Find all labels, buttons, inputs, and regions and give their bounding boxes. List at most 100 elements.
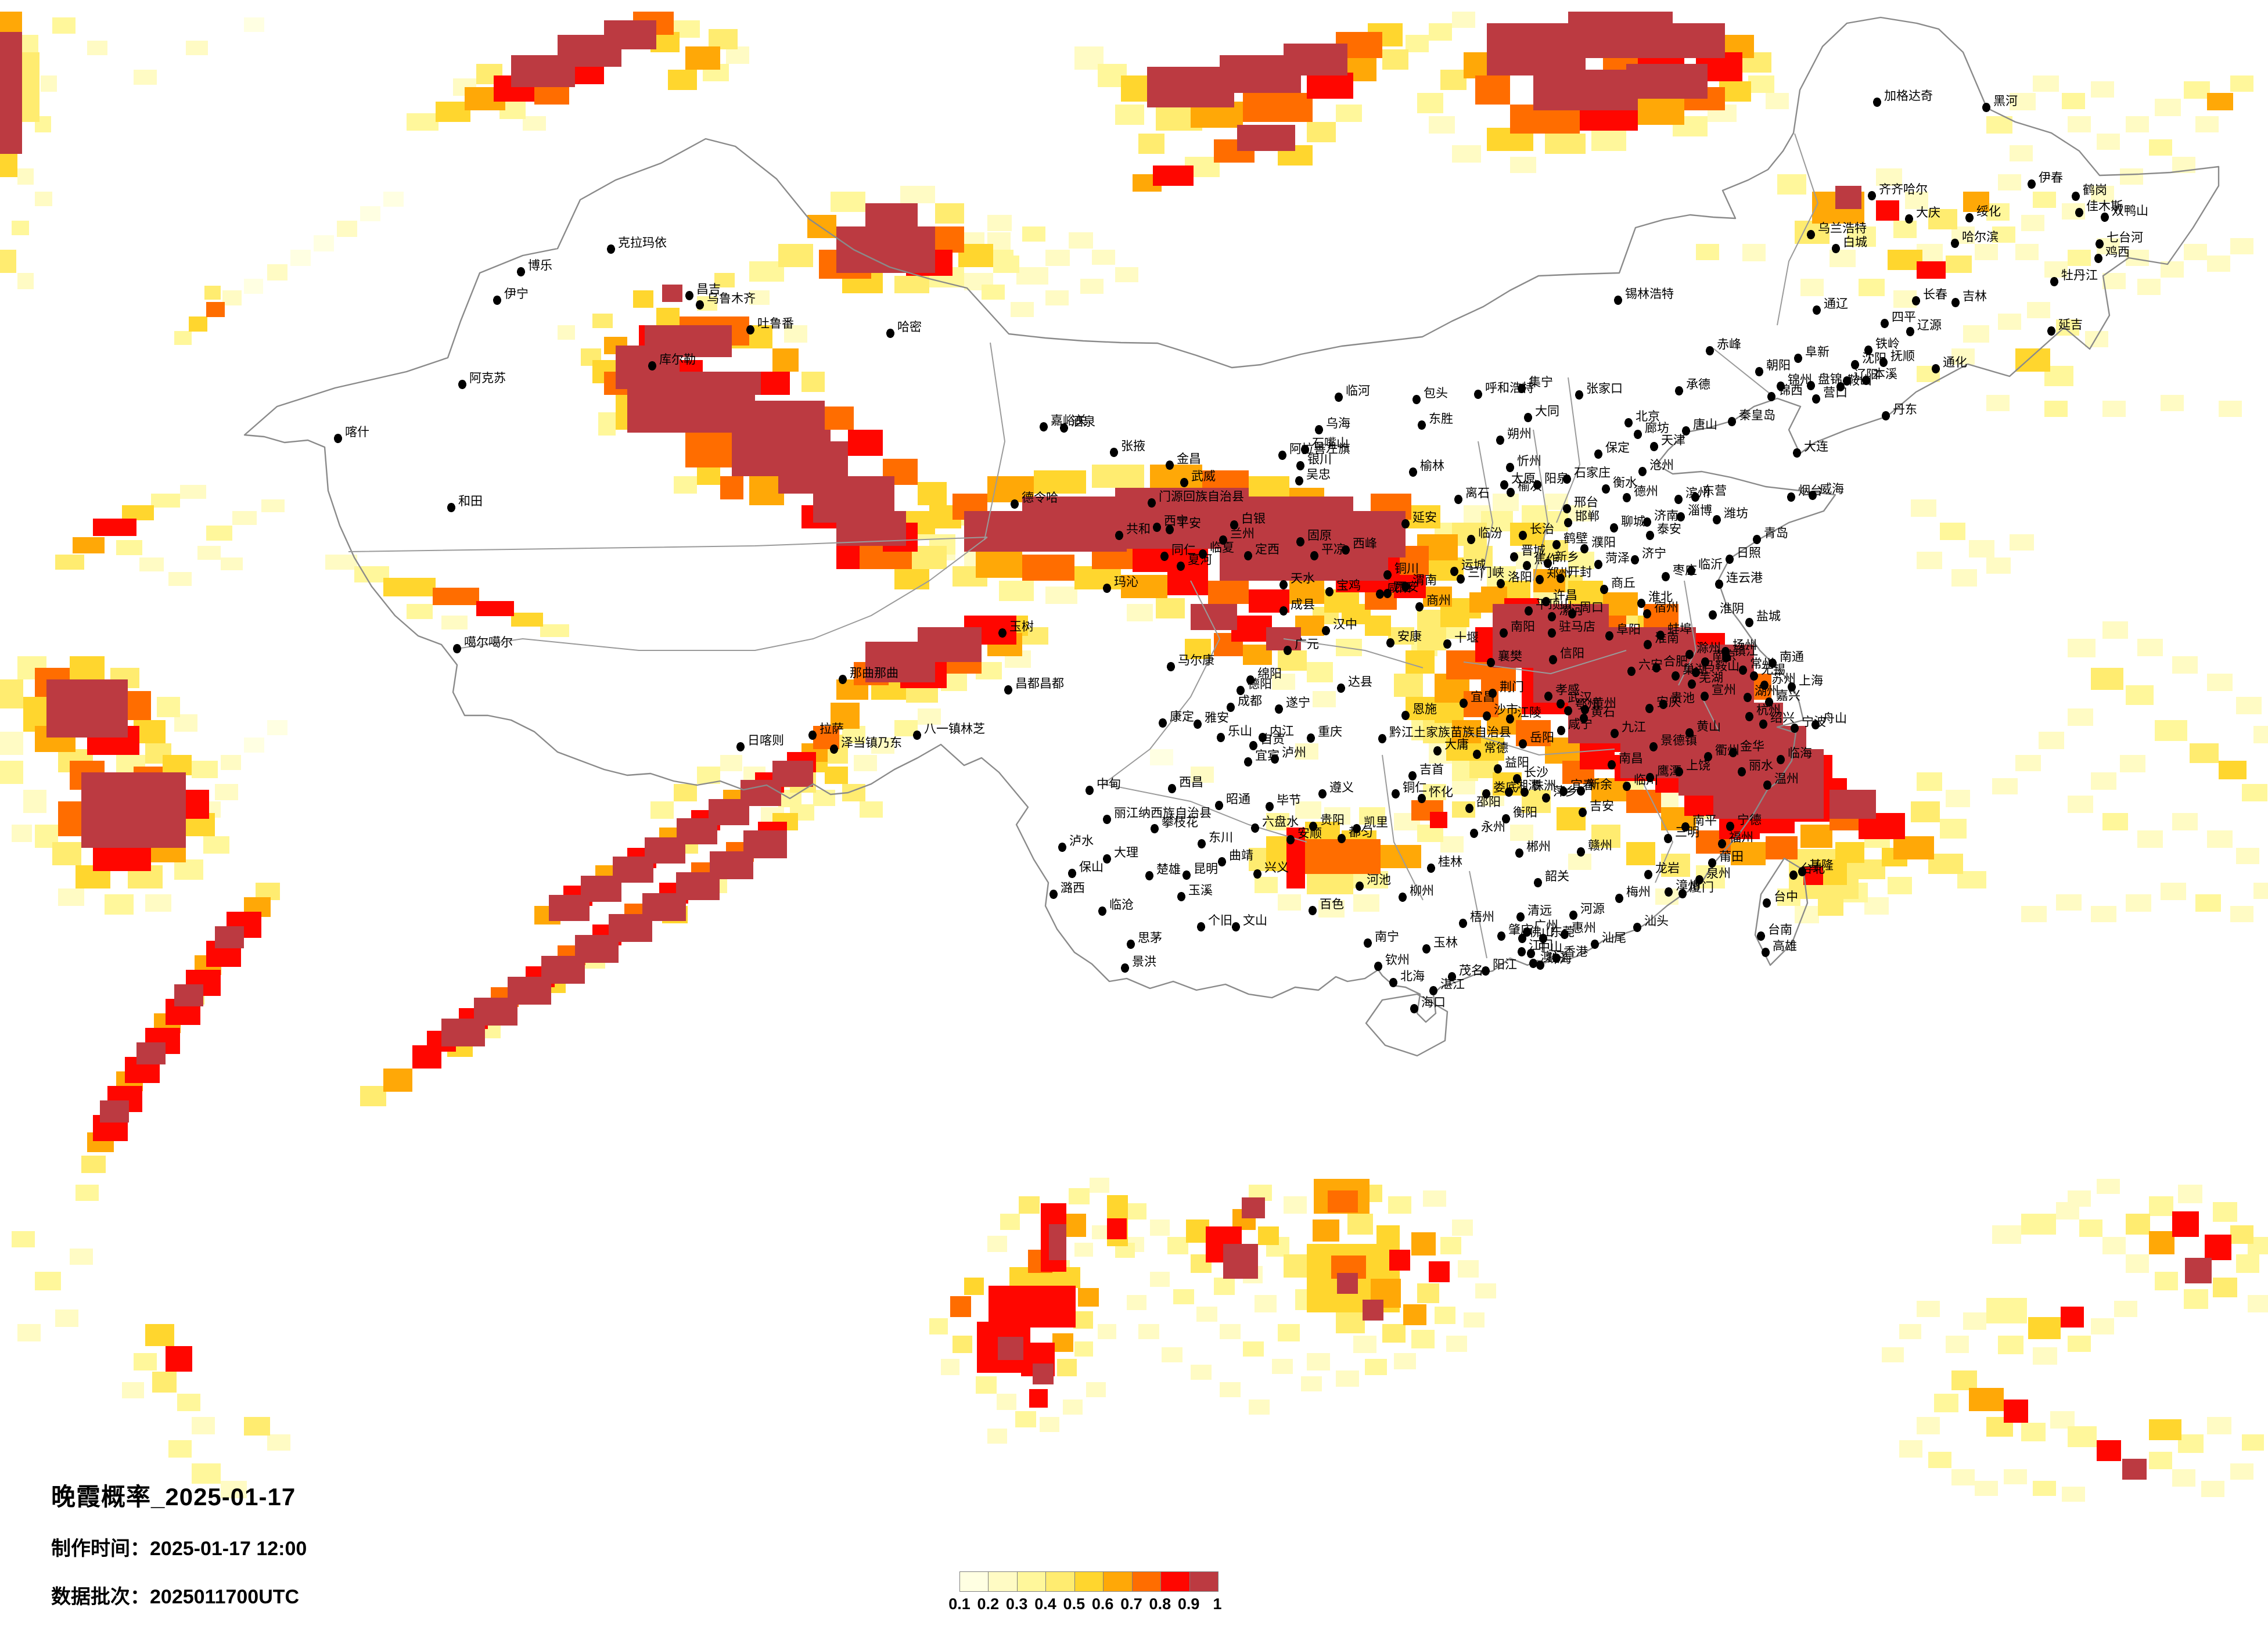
- heat-cell: [1220, 1324, 1241, 1339]
- city-marker: [1744, 693, 1752, 702]
- city-label: 临沂: [1698, 558, 1723, 571]
- city-marker: [1951, 239, 1959, 248]
- heat-cell: [1440, 70, 1467, 90]
- city-marker: [1726, 555, 1734, 564]
- city-marker: [1682, 426, 1690, 436]
- city-label: 平凉: [1321, 543, 1346, 556]
- city: 高雄: [1762, 940, 1797, 957]
- heat-cell: [1000, 1214, 1020, 1230]
- heat-cell: [433, 588, 479, 605]
- heat-cell: [987, 1429, 1007, 1444]
- city-marker: [1594, 560, 1602, 569]
- heat-cell: [2021, 215, 2044, 231]
- city-marker: [2072, 192, 2080, 201]
- heat-cell: [1864, 897, 1889, 915]
- city: 楚雄: [1145, 863, 1181, 880]
- city: 牡丹江: [2050, 269, 2098, 286]
- city: 玉林: [1422, 936, 1458, 954]
- city-label: 绥化: [1976, 205, 2001, 218]
- city: 江陵: [1506, 706, 1541, 724]
- city-marker: [1454, 495, 1462, 504]
- probability-heatmap-layer: [0, 12, 2268, 1502]
- city-marker: [1353, 824, 1361, 833]
- heat-cell: [12, 825, 32, 842]
- city-label: 连云港: [1726, 571, 1763, 585]
- heat-cell: [1249, 476, 1289, 499]
- heat-cell: [1040, 1417, 1059, 1432]
- city-label: 扬州: [1733, 639, 1757, 652]
- city: 阳泉: [1533, 472, 1569, 490]
- heat-cell: [2161, 395, 2184, 411]
- city-marker: [1739, 665, 1747, 675]
- heat-cell: [17, 168, 34, 185]
- city: 鹤壁: [1552, 532, 1588, 549]
- city-marker: [1982, 103, 1990, 112]
- heat-cell: [174, 331, 192, 345]
- heat-cell: [134, 1353, 157, 1370]
- heat-cell: [1150, 1272, 1170, 1287]
- city-label: 乐山: [1228, 725, 1252, 738]
- map-title: 晚霞概率_2025-01-17: [51, 1483, 296, 1510]
- heat-cell: [997, 1394, 1016, 1410]
- city-label: 长治: [1530, 523, 1554, 536]
- city-label: 珠海: [1547, 952, 1572, 966]
- city-marker: [1627, 667, 1636, 676]
- city-marker: [1549, 655, 1557, 664]
- heat-cell: [1272, 1359, 1293, 1374]
- heat-cell: [998, 1337, 1023, 1360]
- city-label: 黄山: [1696, 720, 1721, 733]
- city: 阜新: [1794, 346, 1830, 363]
- legend-tick-label: 0.3: [1005, 1595, 1028, 1613]
- city-marker: [1559, 787, 1568, 796]
- heat-cell: [1417, 1283, 1439, 1303]
- city-marker: [1851, 360, 1859, 369]
- heat-cell: [76, 1185, 99, 1201]
- city-marker: [1591, 940, 1599, 949]
- heat-cell: [1423, 587, 1452, 607]
- heat-cell: [1975, 1481, 1998, 1496]
- city-marker: [1868, 191, 1876, 200]
- heat-cell: [918, 482, 947, 505]
- heat-cell: [180, 485, 206, 499]
- province-boundary: [1469, 870, 1487, 959]
- heat-cell: [1777, 174, 1806, 195]
- city: 张家口: [1575, 382, 1623, 400]
- heat-cell: [206, 526, 232, 541]
- city: 门源回族自治县: [1148, 490, 1244, 508]
- heat-cell: [204, 286, 221, 300]
- city-label: 乌鲁木齐: [707, 292, 756, 305]
- heat-cell: [1336, 1370, 1359, 1387]
- city-label: 思茅: [1138, 931, 1162, 945]
- city: 本溪: [1862, 368, 1897, 385]
- city-marker: [1881, 319, 1889, 328]
- city-marker: [1552, 540, 1561, 549]
- heat-cell: [1307, 122, 1336, 142]
- city-marker: [1687, 566, 1695, 575]
- city: 哈密: [886, 321, 922, 338]
- city-marker: [830, 744, 838, 754]
- city: 威海: [1809, 483, 1844, 500]
- heat-cell: [2230, 75, 2253, 92]
- city: 昭通: [1215, 793, 1250, 810]
- city: 个旧: [1197, 914, 1232, 931]
- city: 昆明: [1182, 862, 1218, 880]
- city: 泸州: [1271, 746, 1306, 764]
- city-label: 孝感: [1555, 684, 1580, 697]
- city-label: 延安: [1412, 511, 1437, 524]
- heat-cell: [2184, 244, 2207, 260]
- city-marker: [1342, 545, 1350, 555]
- city-marker: [648, 361, 656, 370]
- city: 武汉: [1557, 691, 1592, 708]
- heat-cell: [1406, 35, 1429, 52]
- heat-cell: [2230, 1463, 2253, 1480]
- heat-cell: [1389, 1250, 1410, 1271]
- city-label: 蚌埠: [1667, 623, 1692, 636]
- city: 平凉: [1310, 543, 1346, 560]
- city-label: 伊春: [2039, 171, 2063, 185]
- city-label: 鄂州: [1575, 698, 1600, 711]
- city: 平顶山: [1525, 598, 1572, 616]
- city-marker: [1685, 728, 1694, 738]
- city-label: 南宁: [1375, 930, 1399, 944]
- city-marker: [1569, 911, 1577, 920]
- city-marker: [1691, 492, 1699, 502]
